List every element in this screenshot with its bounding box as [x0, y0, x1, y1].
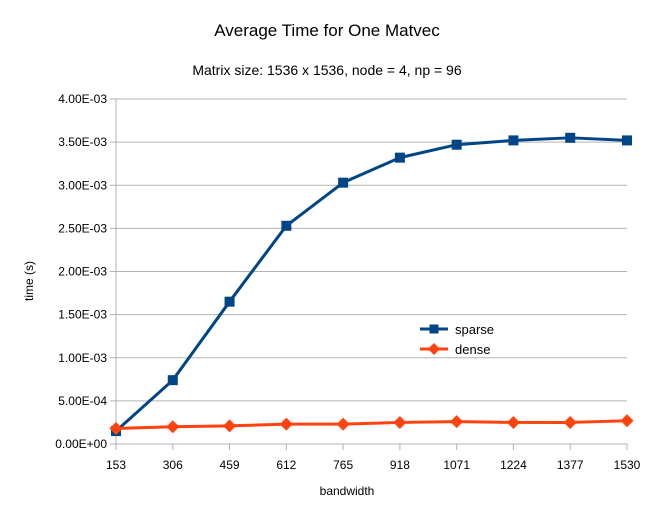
y-tick-label: 1.00E-03 — [58, 351, 107, 365]
x-tick-label: 459 — [220, 458, 240, 472]
y-tick-label: 2.50E-03 — [58, 221, 107, 235]
data-point-dense — [223, 419, 237, 433]
y-tick-label: 3.00E-03 — [58, 178, 107, 192]
legend-item-sparse: sparse — [420, 322, 494, 337]
data-point-sparse — [394, 152, 405, 163]
data-point-dense — [620, 414, 634, 428]
data-point-dense — [109, 421, 123, 435]
x-axis-label: bandwidth — [320, 484, 375, 498]
data-point-dense — [563, 415, 577, 429]
chart-title: Average Time for One Matvec — [214, 21, 440, 40]
gridlines — [116, 98, 627, 445]
y-tick-label: 3.50E-03 — [58, 135, 107, 149]
x-tick-label: 1377 — [557, 458, 584, 472]
data-point-sparse — [224, 296, 235, 307]
x-tick-label: 1071 — [443, 458, 470, 472]
y-tick-label: 2.00E-03 — [58, 265, 107, 279]
data-point-dense — [279, 417, 293, 431]
data-point-dense — [506, 415, 520, 429]
data-point-dense — [336, 417, 350, 431]
chart-subtitle: Matrix size: 1536 x 1536, node = 4, np =… — [192, 62, 462, 78]
data-point-dense — [166, 420, 180, 434]
x-tick-labels: 153 306 459 612 765 918 1071 1224 1377 1530 — [106, 458, 641, 472]
x-tick-label: 1530 — [614, 458, 641, 472]
series-line-sparse — [114, 136, 628, 433]
x-tick-label: 1224 — [500, 458, 527, 472]
x-tick-label: 918 — [390, 458, 410, 472]
data-point-sparse — [338, 177, 349, 188]
y-tick-label: 0.00E+00 — [55, 437, 107, 451]
data-point-sparse — [565, 132, 576, 143]
data-point-dense — [450, 415, 464, 429]
series-sparse — [111, 132, 632, 437]
legend: sparse dense — [420, 322, 494, 357]
series-dense — [109, 414, 634, 435]
data-point-sparse — [508, 135, 519, 146]
data-point-sparse — [451, 139, 462, 150]
y-tick-label: 4.00E-03 — [58, 92, 107, 106]
legend-marker — [428, 343, 440, 355]
legend-label: sparse — [455, 322, 494, 337]
series-lines — [109, 132, 634, 437]
y-axis-label: time (s) — [22, 261, 36, 301]
y-tick-label: 5.00E-04 — [58, 394, 107, 408]
data-point-sparse — [167, 375, 178, 386]
legend-item-dense: dense — [420, 342, 490, 357]
y-tick-labels: 0.00E+00 5.00E-04 1.00E-03 1.50E-03 2.00E-03… — [55, 92, 107, 451]
x-tick-label: 306 — [163, 458, 183, 472]
legend-label: dense — [455, 342, 490, 357]
x-tick-label: 612 — [276, 458, 296, 472]
legend-marker — [429, 324, 439, 334]
data-point-sparse — [281, 220, 292, 231]
y-tick-label: 1.50E-03 — [58, 308, 107, 322]
series-line-dense — [115, 419, 628, 430]
data-point-sparse — [622, 135, 632, 146]
data-point-dense — [393, 415, 407, 429]
x-tick-label: 153 — [106, 458, 126, 472]
x-tick-label: 765 — [333, 458, 353, 472]
axes — [110, 98, 628, 450]
